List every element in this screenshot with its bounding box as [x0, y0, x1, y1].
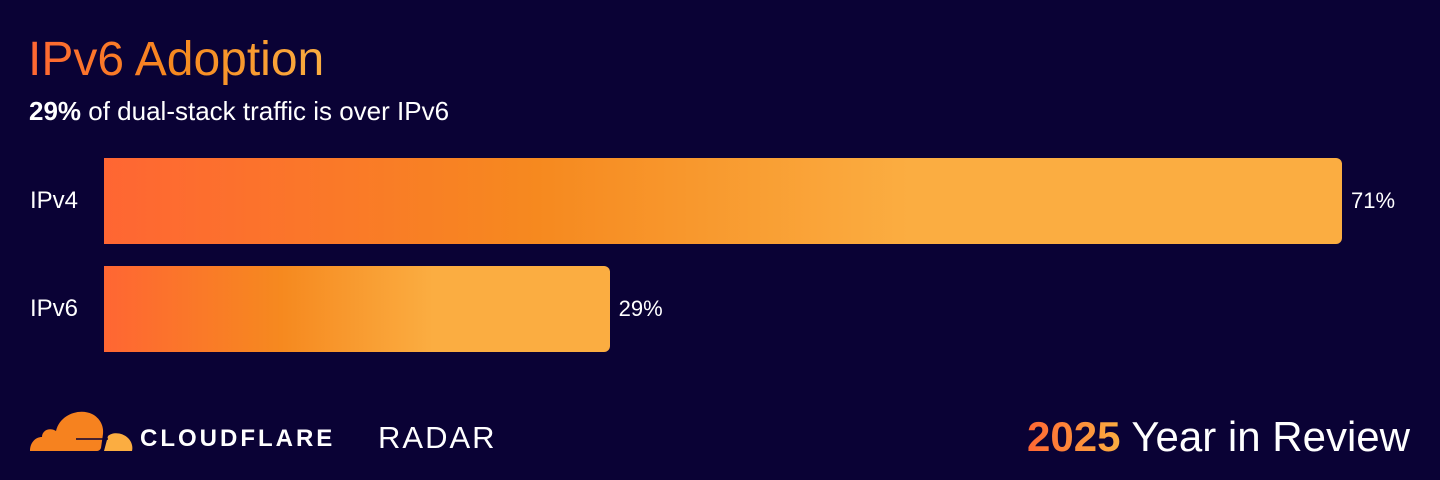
bar-ipv4: [104, 158, 1342, 244]
year-in-review-text: Year in Review: [1120, 413, 1410, 460]
value-label-ipv6: 29%: [618, 296, 663, 321]
chart-title: IPv6 Adoption: [28, 30, 324, 90]
value-label-ipv4: 71%: [1351, 188, 1396, 213]
category-label-ipv6: IPv6: [30, 295, 79, 322]
bar-ipv6: [104, 266, 610, 352]
subtitle-highlight: 29%: [29, 96, 82, 126]
year: 2025: [1027, 413, 1121, 460]
category-label-ipv4: IPv4: [30, 187, 79, 214]
radar-wordmark: RADAR: [378, 420, 497, 455]
cloudflare-cloud-logo-icon: [30, 411, 133, 451]
chart-subtitle: 29% of dual-stack traffic is over IPv6: [29, 94, 449, 128]
subtitle-text: of dual-stack traffic is over IPv6: [81, 96, 450, 126]
year-in-review-label: 2025 Year in Review: [1027, 412, 1410, 462]
cloudflare-wordmark: CLOUDFLARE: [140, 425, 336, 452]
